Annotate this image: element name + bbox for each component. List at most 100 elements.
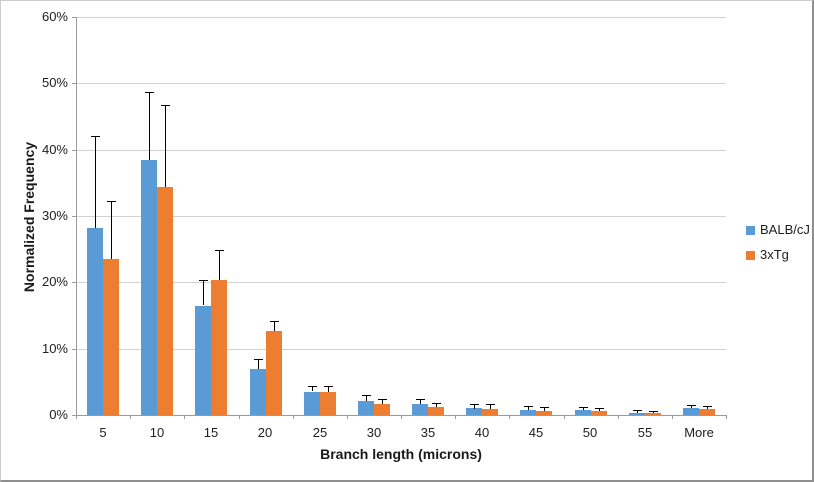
error-bar-cap (308, 386, 317, 387)
x-tick-label: 35 (420, 425, 436, 440)
y-axis-tick (72, 150, 76, 151)
gridline (76, 216, 726, 217)
error-bar (583, 407, 584, 410)
y-axis-tick (72, 216, 76, 217)
bar-3xtg-25 (320, 392, 336, 415)
y-axis-tick (72, 17, 76, 18)
error-bar-cap (649, 411, 658, 412)
error-bar-cap (378, 399, 387, 400)
error-bar-cap (703, 406, 712, 407)
error-bar (95, 136, 96, 228)
bar-balbcj-50 (575, 410, 591, 415)
error-bar (111, 201, 112, 259)
x-tick-label: 10 (149, 425, 165, 440)
error-bar (149, 92, 150, 160)
error-bar (366, 395, 367, 401)
x-axis-tick (293, 415, 294, 419)
error-bar (490, 404, 491, 409)
gridline (76, 83, 726, 84)
bar-balbcj-30 (358, 401, 374, 415)
error-bar (219, 250, 220, 280)
error-bar-cap (215, 250, 224, 251)
error-bar-cap (540, 407, 549, 408)
y-tick-label: 0% (49, 407, 68, 422)
x-tick-label: 15 (203, 425, 219, 440)
error-bar-cap (199, 280, 208, 281)
error-bar (691, 405, 692, 408)
error-bar (436, 403, 437, 407)
x-axis-tick (726, 415, 727, 419)
y-tick-label: 20% (41, 274, 68, 289)
error-bar-cap (270, 321, 279, 322)
x-axis-tick (239, 415, 240, 419)
y-tick-label: 30% (41, 208, 68, 223)
error-bar (203, 280, 204, 305)
legend-label-3xtg: 3xTg (760, 247, 789, 262)
y-axis-tick (72, 83, 76, 84)
error-bar (274, 321, 275, 331)
bar-3xtg-10 (157, 187, 173, 415)
gridline (76, 150, 726, 151)
error-bar (328, 386, 329, 392)
bar-3xtg-15 (211, 280, 227, 415)
error-bar-cap (524, 406, 533, 407)
y-axis-tick (72, 415, 76, 416)
error-bar-cap (470, 404, 479, 405)
x-axis-tick (184, 415, 185, 419)
bar-balbcj-10 (141, 160, 157, 415)
x-tick-label: 50 (582, 425, 598, 440)
error-bar-cap (416, 399, 425, 400)
x-axis-tick (455, 415, 456, 419)
error-bar (165, 105, 166, 187)
bar-balbcj-5 (87, 228, 103, 415)
bar-3xtg-5 (103, 259, 119, 415)
bar-3xtg-55 (645, 413, 661, 415)
bar-balbcj-40 (466, 408, 482, 415)
x-tick-label: 25 (312, 425, 328, 440)
bar-3xtg-45 (536, 411, 552, 415)
error-bar (653, 411, 654, 413)
error-bar-cap (254, 359, 263, 360)
legend-swatch-3xtg-icon (746, 250, 755, 260)
error-bar-cap (595, 408, 604, 409)
bar-balbcj-45 (520, 410, 536, 415)
error-bar (707, 406, 708, 409)
x-axis-tick (76, 415, 77, 419)
error-bar-cap (91, 136, 100, 137)
error-bar (382, 399, 383, 404)
x-tick-label: 40 (474, 425, 490, 440)
bar-3xtg-20 (266, 331, 282, 415)
y-tick-label: 50% (41, 75, 68, 90)
error-bar-cap (145, 92, 154, 93)
y-axis-line (76, 17, 77, 415)
bar-balbcj-15 (195, 306, 211, 415)
error-bar-cap (161, 105, 170, 106)
error-bar (474, 404, 475, 409)
error-bar (312, 386, 313, 391)
legend: BALB/cJ 3xTg (746, 223, 810, 273)
error-bar (258, 359, 259, 369)
bar-balbcj-35 (412, 404, 428, 415)
legend-swatch-balbcj-icon (746, 225, 755, 235)
legend-item-3xtg: 3xTg (746, 248, 810, 262)
legend-item-balbcj: BALB/cJ (746, 223, 810, 237)
y-tick-label: 40% (41, 142, 68, 157)
bar-3xtg-40 (482, 409, 498, 415)
error-bar-cap (324, 386, 333, 387)
gridline (76, 17, 726, 18)
error-bar (544, 407, 545, 411)
error-bar-cap (579, 407, 588, 408)
x-axis-line (76, 415, 726, 416)
error-bar-cap (633, 410, 642, 411)
y-axis-tick (72, 349, 76, 350)
x-axis-tick (509, 415, 510, 419)
y-axis-tick (72, 282, 76, 283)
bar-3xtg-50 (591, 411, 607, 415)
x-axis-tick (672, 415, 673, 419)
bar-balbcj-55 (629, 413, 645, 415)
bar-3xtg-35 (428, 407, 444, 415)
error-bar (420, 399, 421, 404)
x-axis-tick (347, 415, 348, 419)
error-bar-cap (432, 403, 441, 404)
